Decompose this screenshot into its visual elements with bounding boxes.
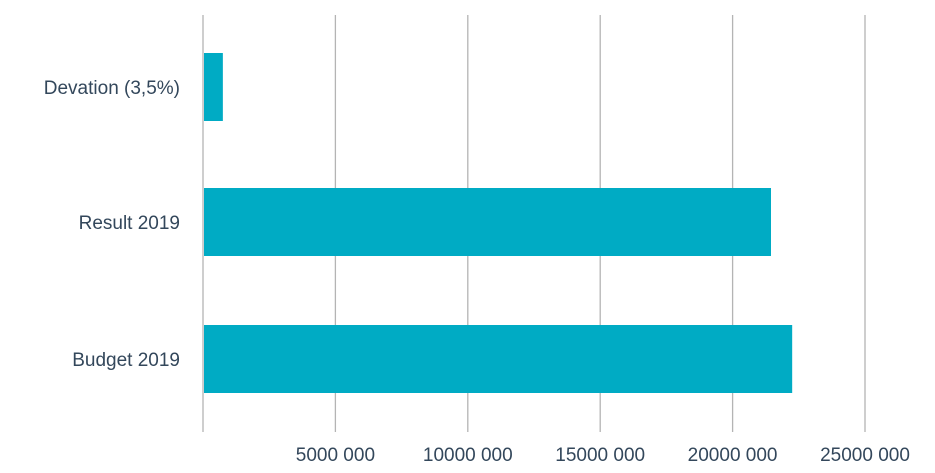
category-label-2: Budget 2019 bbox=[72, 350, 180, 371]
x-tick-label-3: 20000 000 bbox=[688, 445, 778, 466]
category-label-1: Result 2019 bbox=[79, 213, 180, 234]
x-tick-label-4: 25000 000 bbox=[820, 445, 910, 466]
x-tick-labels: 5000 000 10000 000 15000 000 20000 000 25000… bbox=[296, 445, 910, 466]
x-tick-label-2: 15000 000 bbox=[555, 445, 645, 466]
x-tick-label-1: 10000 000 bbox=[423, 445, 513, 466]
category-labels: Devation (3,5%) Result 2019 Budget 2019 bbox=[44, 78, 180, 371]
category-label-0: Devation (3,5%) bbox=[44, 78, 180, 99]
bar-0 bbox=[204, 53, 223, 121]
bar-1 bbox=[204, 188, 771, 256]
bar-2 bbox=[204, 325, 793, 393]
bars bbox=[204, 53, 793, 393]
x-tick-label-0: 5000 000 bbox=[296, 445, 375, 466]
